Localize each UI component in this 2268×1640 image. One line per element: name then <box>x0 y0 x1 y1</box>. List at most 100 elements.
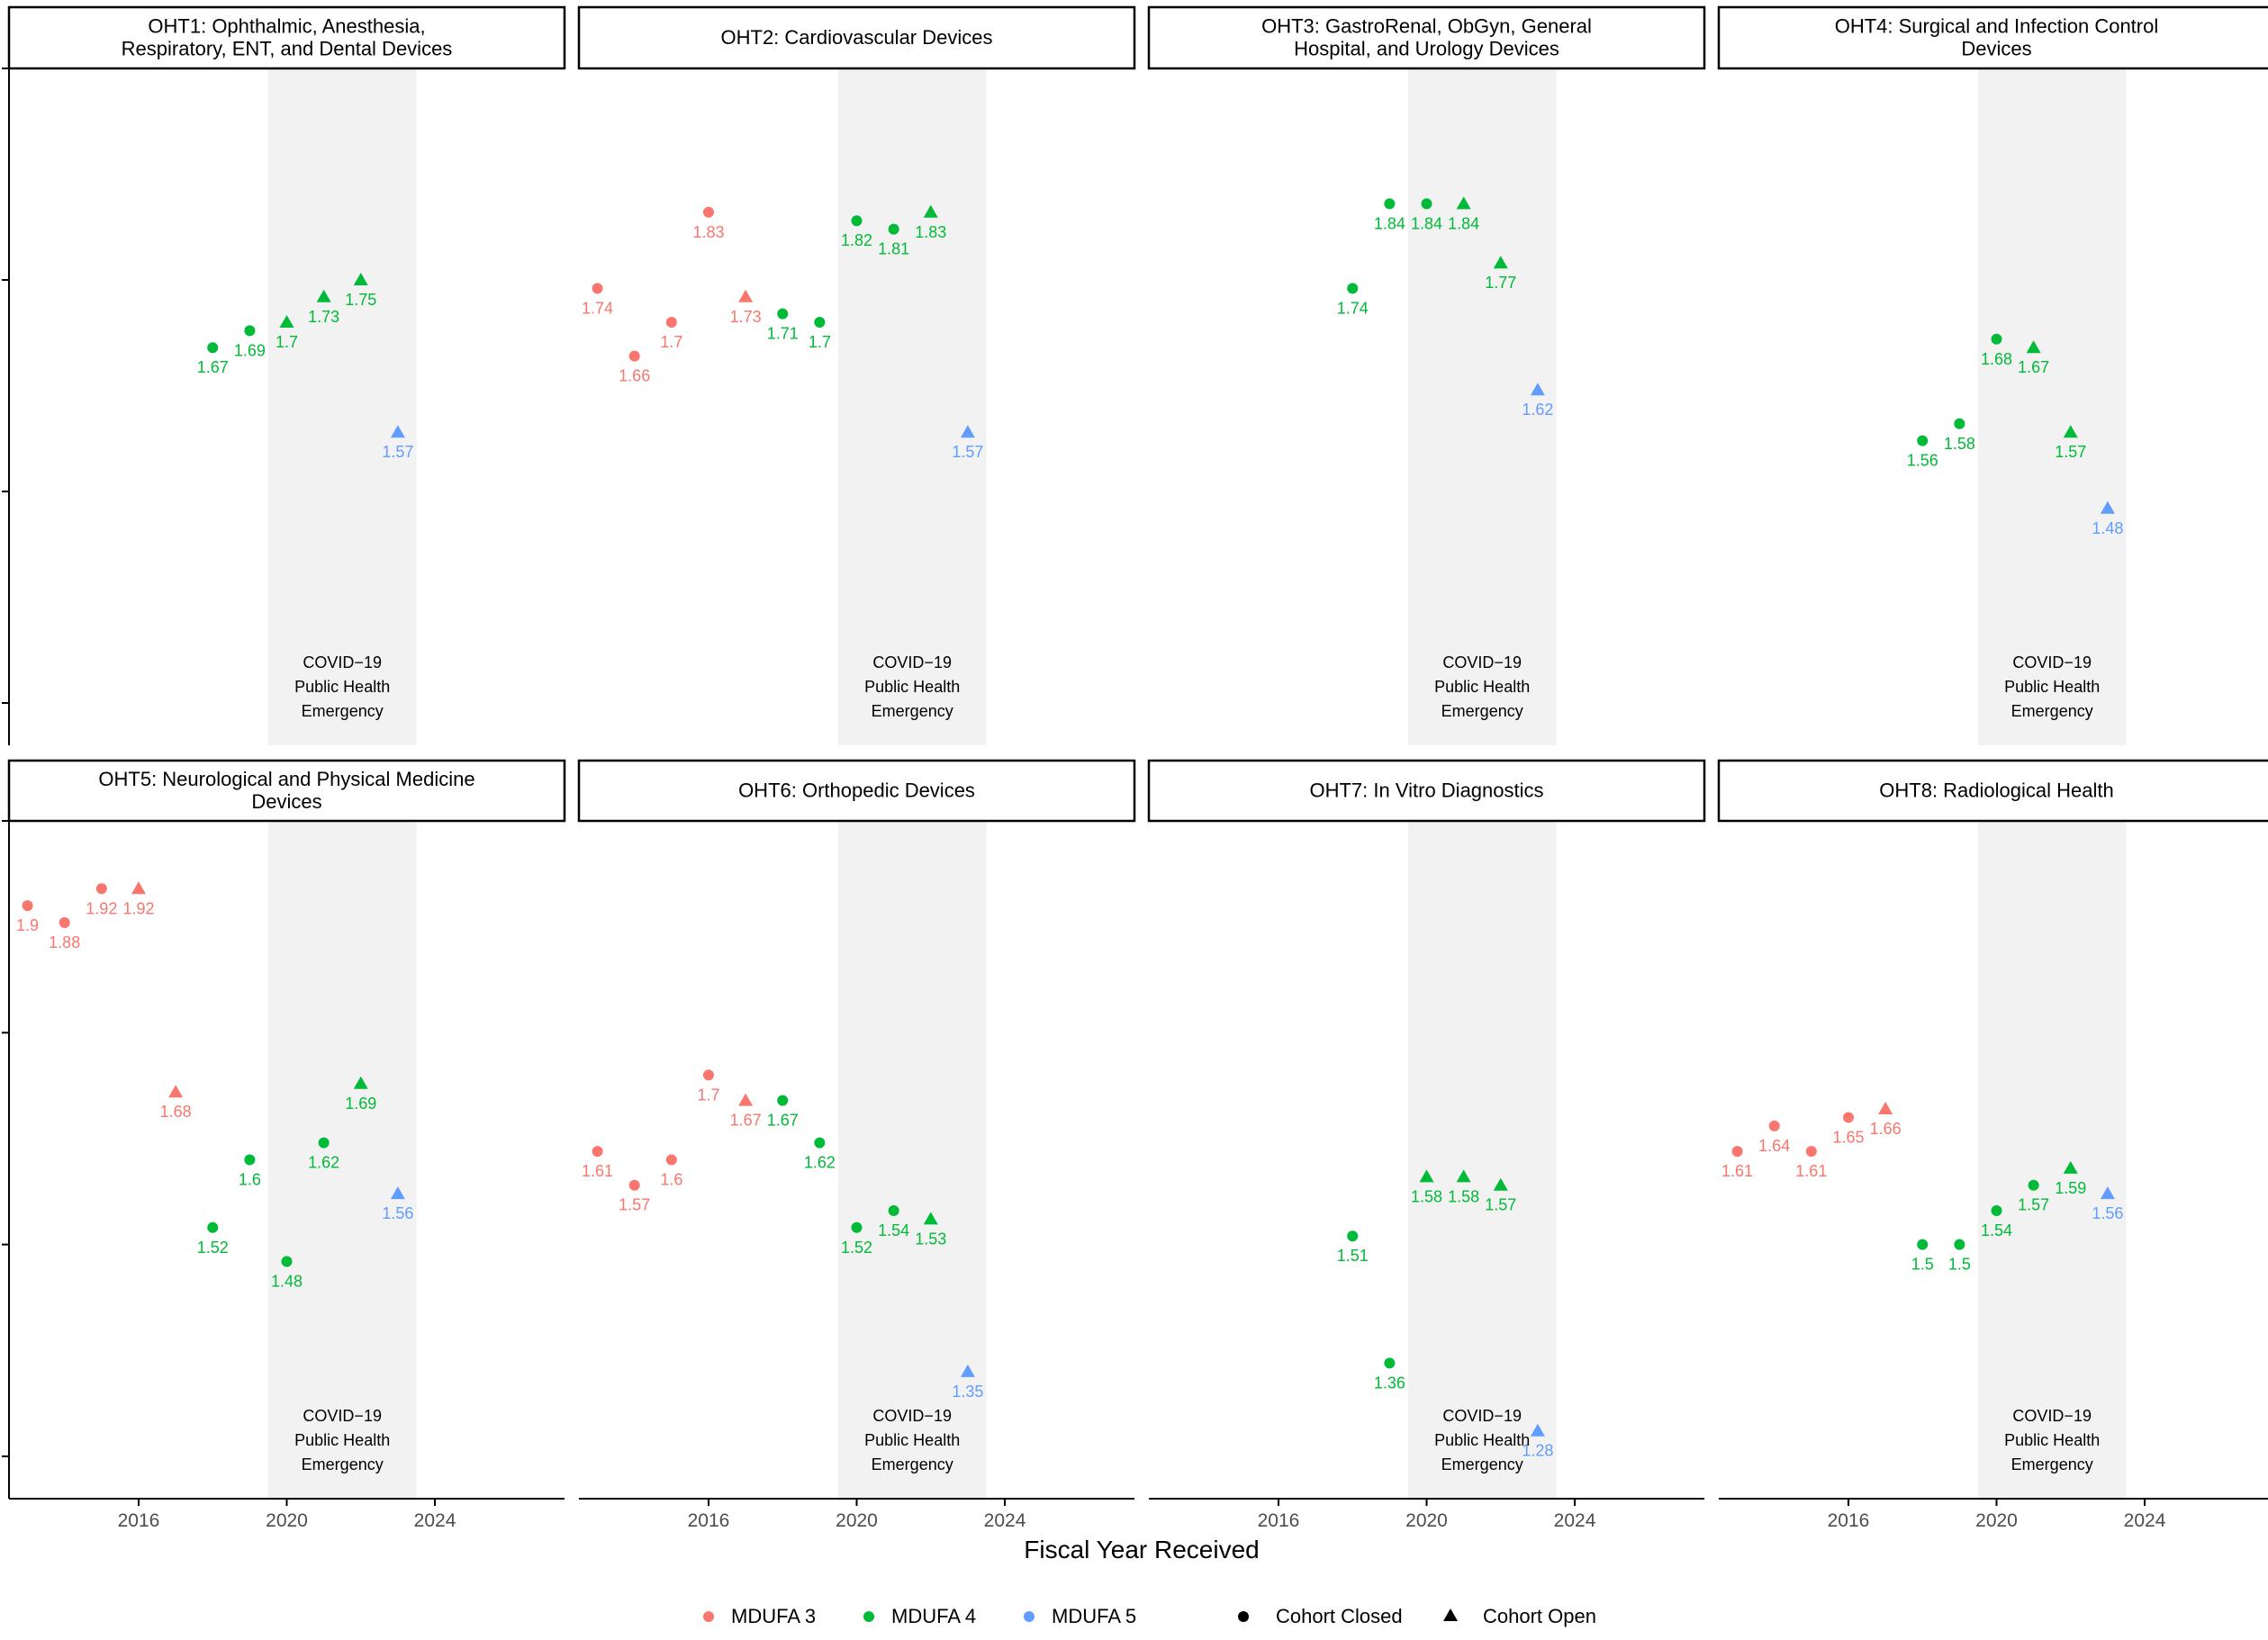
x-tick-label: 2016 <box>688 1510 730 1531</box>
data-point-open <box>390 425 405 438</box>
legend-shape-label: Cohort Closed <box>1276 1605 1403 1627</box>
data-label: 1.73 <box>730 308 762 326</box>
data-label: 1.92 <box>122 899 154 917</box>
data-point-closed <box>888 1204 899 1216</box>
data-point-closed <box>628 1179 640 1191</box>
data-label: 1.52 <box>841 1239 872 1257</box>
panel-title-text: OHT6: Orthopedic Devices <box>738 779 975 802</box>
covid-shade-region <box>837 821 987 1499</box>
x-tick-label: 2024 <box>2124 1510 2166 1531</box>
legend-color-key <box>863 1611 874 1622</box>
data-point-open <box>1419 1169 1434 1183</box>
data-label: 1.62 <box>804 1154 836 1172</box>
data-point-open <box>131 881 146 895</box>
data-point-open <box>923 1212 938 1225</box>
panel-title-text: OHT2: Cardiovascular Devices <box>721 26 993 49</box>
covid-label-line: Public Health <box>864 1431 960 1449</box>
data-point-closed <box>1991 333 2002 345</box>
data-point-open <box>1493 256 1508 269</box>
data-point-open <box>316 289 331 302</box>
data-point-closed <box>814 317 826 328</box>
data-label: 1.74 <box>1337 299 1369 317</box>
data-point-closed <box>1768 1120 1780 1131</box>
data-label: 1.36 <box>1374 1374 1405 1392</box>
data-label: 1.52 <box>197 1239 229 1257</box>
data-label: 1.61 <box>1721 1162 1753 1180</box>
data-point-closed <box>665 317 677 328</box>
x-tick-label: 2020 <box>1405 1510 1448 1531</box>
data-point-closed <box>702 1069 714 1081</box>
data-label: 1.57 <box>2055 443 2086 461</box>
data-label: 1.7 <box>276 333 298 351</box>
data-label: 1.68 <box>1981 350 2012 368</box>
data-point-open <box>2063 1160 2078 1174</box>
data-point-open <box>353 273 368 285</box>
covid-label-line: Public Health <box>1434 1431 1530 1449</box>
data-label: 1.67 <box>767 1112 799 1130</box>
data-label: 1.68 <box>160 1103 192 1121</box>
data-label: 1.64 <box>1758 1137 1790 1155</box>
data-point-open <box>960 1364 975 1377</box>
data-label: 1.57 <box>382 443 413 461</box>
panel-title-text: OHT7: In Vitro Diagnostics <box>1309 779 1543 802</box>
data-label: 1.88 <box>49 933 80 951</box>
covid-label-line: COVID−19 <box>303 653 382 671</box>
data-label: 1.5 <box>1911 1256 1934 1274</box>
data-label: 1.83 <box>915 223 946 241</box>
data-label: 1.7 <box>697 1086 719 1104</box>
data-point-open <box>279 315 294 328</box>
x-tick-label: 2020 <box>1975 1510 2018 1531</box>
covid-label-line: COVID−19 <box>303 1407 382 1425</box>
data-label: 1.65 <box>1832 1128 1864 1146</box>
legend-shape-key <box>1443 1608 1458 1621</box>
panel-title-text: OHT8: Radiological Health <box>1879 779 2113 802</box>
x-tick-label: 2016 <box>118 1510 160 1531</box>
covid-label-line: COVID−19 <box>2012 1407 2092 1425</box>
data-label: 1.9 <box>16 916 39 934</box>
panel-title-text: OHT1: Ophthalmic, Anesthesia, <box>148 15 425 38</box>
covid-label-line: Emergency <box>2011 702 2093 720</box>
legend-shape-label: Cohort Open <box>1483 1605 1596 1627</box>
data-point-open <box>2026 340 2041 354</box>
data-point-open <box>738 289 754 302</box>
data-label: 1.75 <box>345 291 376 309</box>
data-label: 1.61 <box>1795 1162 1827 1180</box>
data-point-closed <box>814 1137 826 1149</box>
covid-label-line: Emergency <box>872 702 953 720</box>
x-tick-label: 2020 <box>266 1510 308 1531</box>
x-tick-label: 2020 <box>836 1510 878 1531</box>
data-label: 1.53 <box>915 1230 946 1248</box>
data-label: 1.57 <box>1485 1196 1516 1214</box>
data-label: 1.56 <box>1907 452 1938 470</box>
data-point-open <box>1530 1423 1545 1437</box>
data-point-closed <box>777 308 789 320</box>
data-point-closed <box>851 215 863 227</box>
covid-label-line: COVID−19 <box>1442 653 1522 671</box>
data-point-open <box>390 1186 405 1200</box>
x-tick-label: 2024 <box>984 1510 1026 1531</box>
data-point-closed <box>702 206 714 218</box>
covid-label-line: Emergency <box>2011 1455 2093 1473</box>
legend-color-label: MDUFA 3 <box>731 1605 816 1627</box>
data-label: 1.67 <box>2018 358 2049 376</box>
data-label: 1.84 <box>1374 214 1405 232</box>
data-point-closed <box>1991 1204 2002 1216</box>
data-label: 1.5 <box>1948 1256 1971 1274</box>
data-label: 1.48 <box>2092 519 2123 537</box>
data-point-closed <box>2028 1179 2039 1191</box>
data-point-closed <box>665 1154 677 1166</box>
data-point-closed <box>777 1095 789 1106</box>
panel-title-text: Hospital, and Urology Devices <box>1294 38 1559 60</box>
data-point-closed <box>888 223 899 235</box>
panel-title-box <box>1717 759 2268 823</box>
data-point-closed <box>1954 1239 1965 1250</box>
data-point-closed <box>1917 435 1929 446</box>
panel-title-text: OHT4: Surgical and Infection Control <box>1835 15 2159 38</box>
data-point-closed <box>244 1154 256 1166</box>
data-label: 1.7 <box>660 333 682 351</box>
covid-shade-region <box>267 68 417 745</box>
data-point-closed <box>1384 198 1396 210</box>
covid-label-line: Public Health <box>294 1431 390 1449</box>
data-label: 1.66 <box>619 367 650 385</box>
